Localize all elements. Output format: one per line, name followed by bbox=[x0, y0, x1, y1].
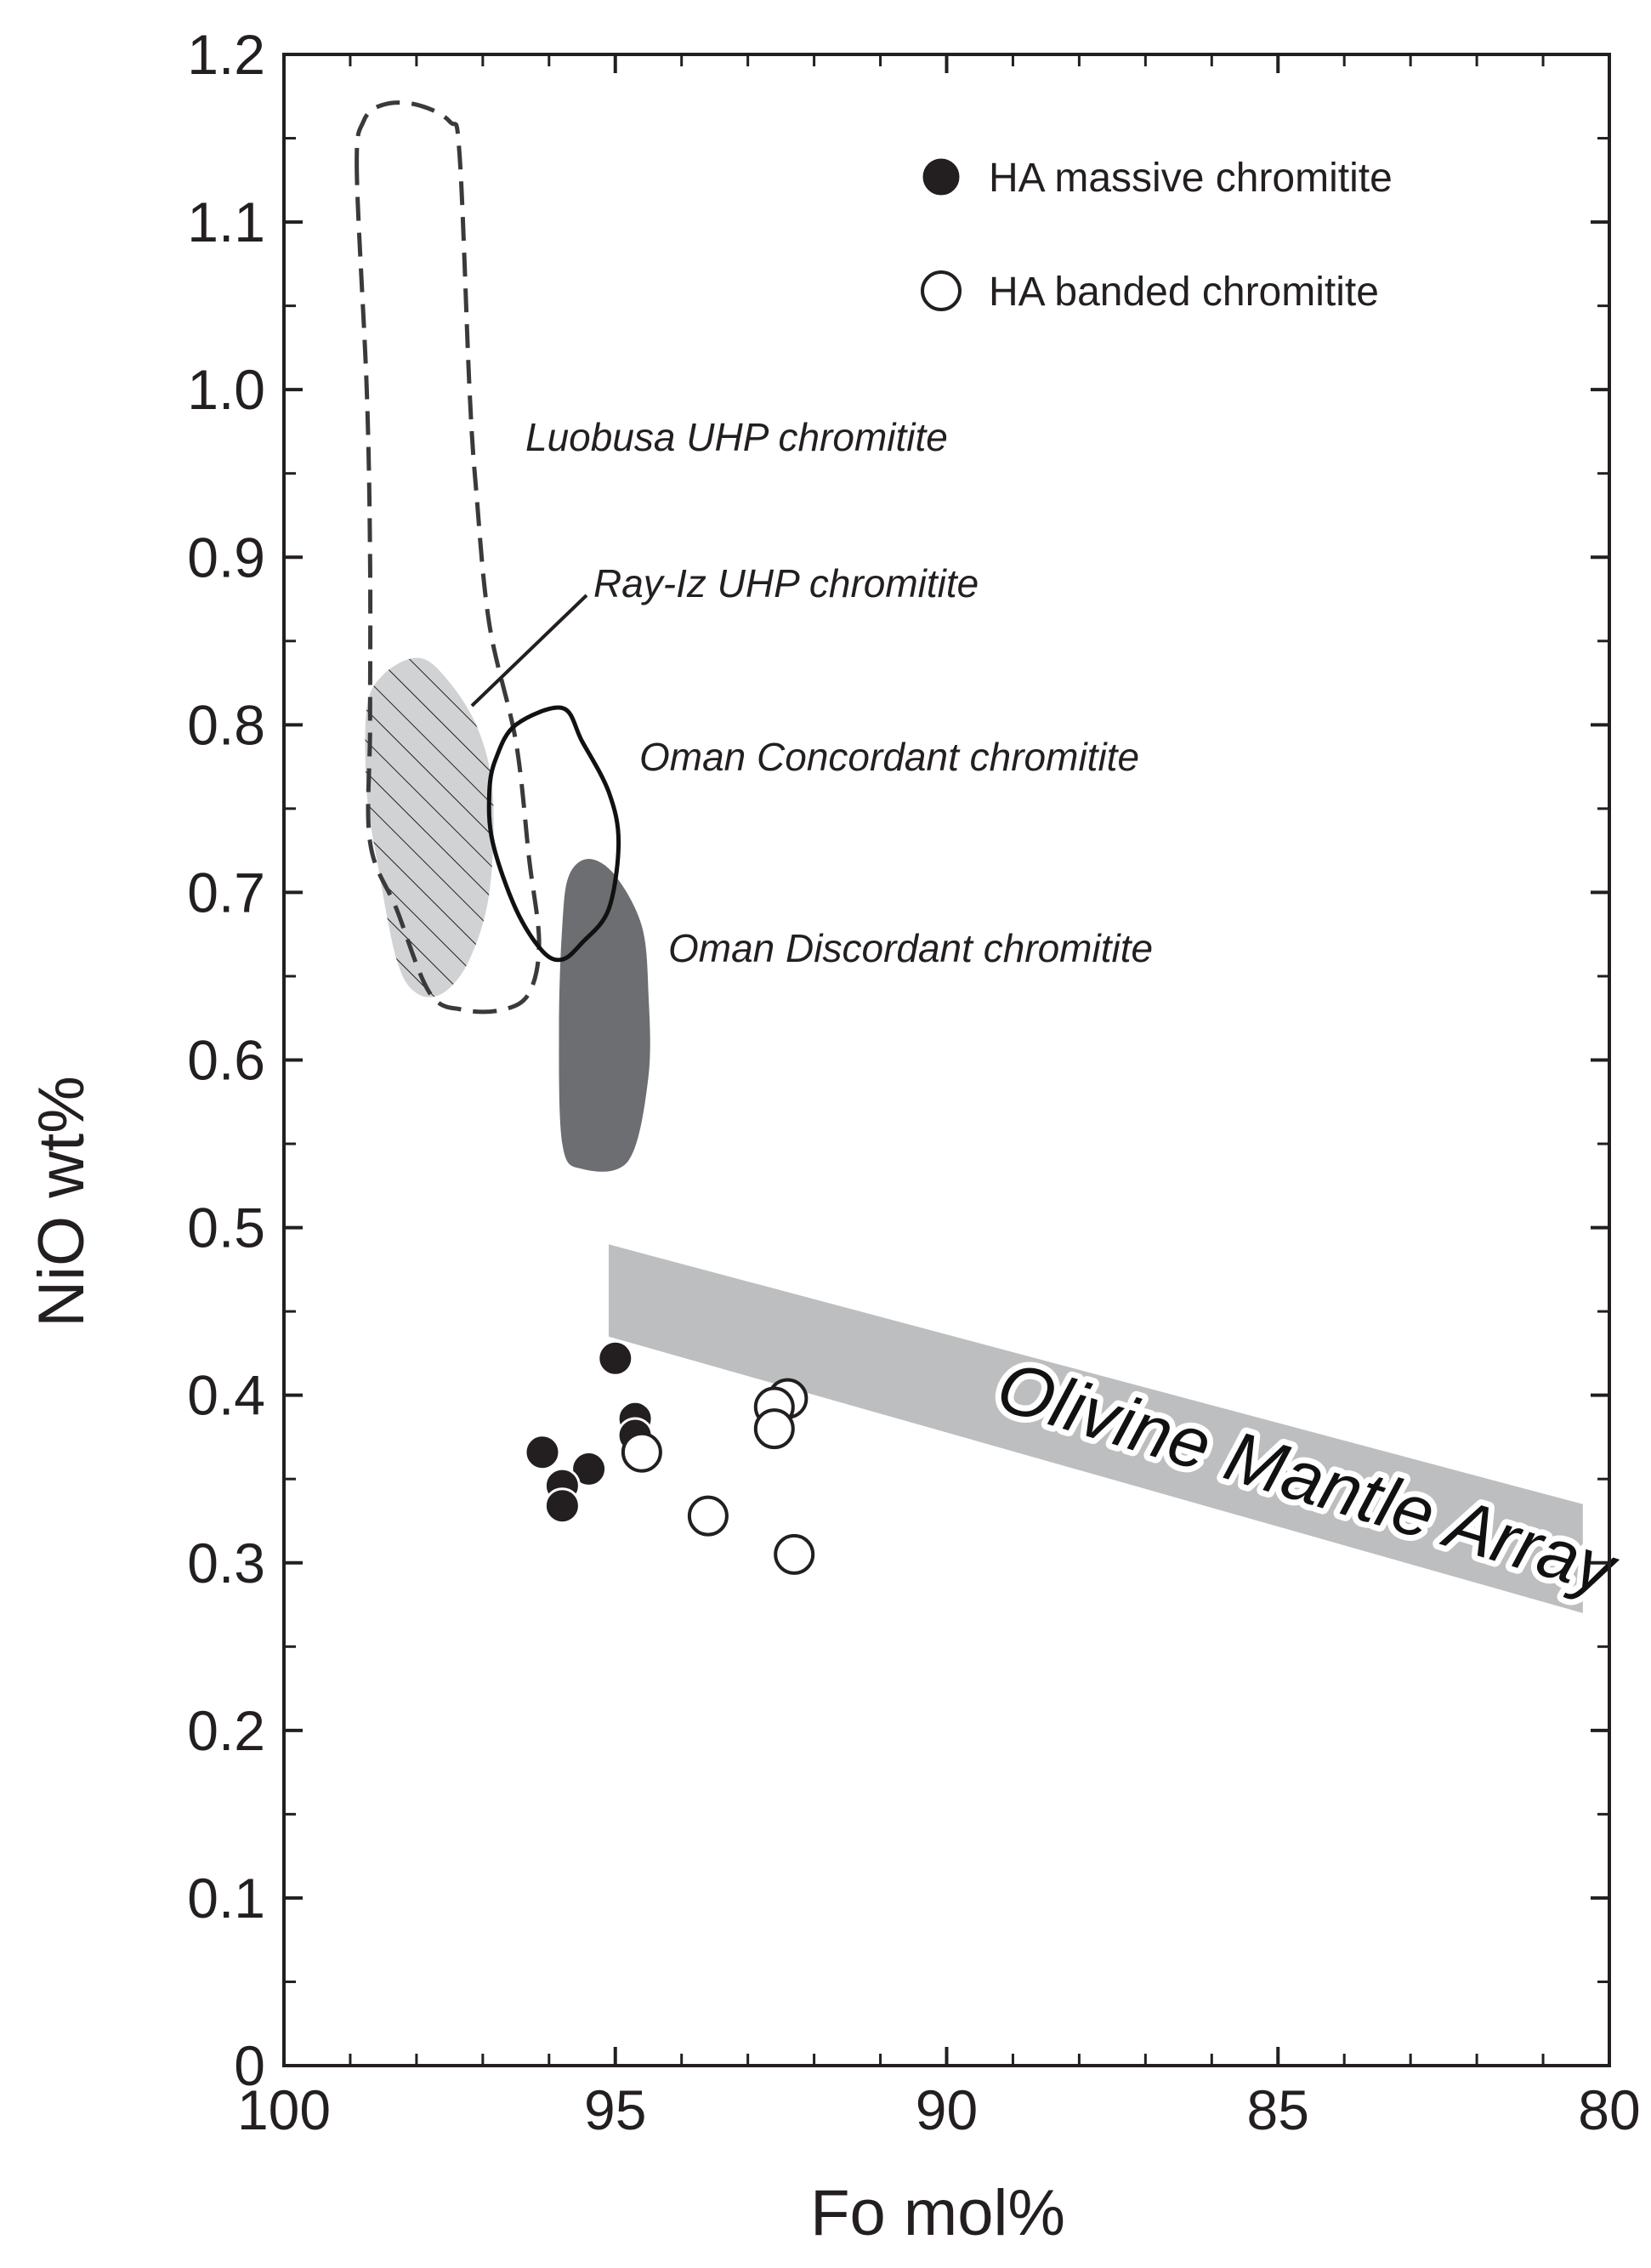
oman-concordant-field bbox=[486, 705, 621, 963]
luobusa-label: Luobusa UHP chromitite bbox=[525, 415, 948, 459]
y-axis-title: NiO wt% bbox=[26, 1076, 98, 1327]
plot-frame bbox=[282, 53, 1611, 2067]
y-tick-label: 0.3 bbox=[187, 1532, 265, 1594]
massive-point-3 bbox=[524, 1434, 561, 1471]
banded-point-4 bbox=[687, 1495, 729, 1537]
x-tick-label: 95 bbox=[584, 2078, 646, 2141]
legend-massive-marker bbox=[922, 158, 960, 196]
legend-banded-label: HA banded chromitite bbox=[989, 270, 1379, 315]
y-tick-label: 0.6 bbox=[187, 1029, 265, 1092]
rayiz-hatch bbox=[365, 657, 494, 998]
olivine-mantle-array-band bbox=[609, 1244, 1583, 1613]
x-tick-label: 80 bbox=[1578, 2078, 1640, 2141]
rayiz-label: Ray-Iz UHP chromitite bbox=[593, 561, 979, 605]
oman-discordant-field bbox=[559, 859, 650, 1172]
massive-point-4 bbox=[570, 1450, 608, 1487]
olivine-array-label: Olivine Mantle Array bbox=[989, 1345, 1628, 1611]
y-tick-label: 1.0 bbox=[187, 358, 265, 421]
luobusa-field bbox=[355, 100, 542, 1015]
massive-point-6 bbox=[543, 1487, 581, 1525]
x-axis-title: Fo mol% bbox=[810, 2177, 1065, 2249]
oman-concordant-label: Oman Concordant chromitite bbox=[639, 735, 1139, 779]
legend-banded-marker bbox=[921, 270, 962, 311]
legend: HA massive chromitite HA banded chromiti… bbox=[921, 156, 1393, 315]
y-tick-label: 1.1 bbox=[187, 190, 265, 253]
y-tick-label: 0.2 bbox=[187, 1699, 265, 1762]
banded-point-2 bbox=[753, 1408, 795, 1450]
y-tick-label: 0 bbox=[234, 2034, 265, 2097]
y-tick-label: 0.9 bbox=[187, 526, 265, 588]
y-tick-label: 1.2 bbox=[187, 23, 265, 86]
y-tick-label: 0.7 bbox=[187, 861, 265, 924]
legend-massive-label: HA massive chromitite bbox=[989, 156, 1393, 201]
y-tick-label: 0.1 bbox=[187, 1867, 265, 1930]
x-tick-label: 100 bbox=[237, 2078, 331, 2141]
banded-point-5 bbox=[774, 1533, 815, 1575]
y-tick-label: 0.4 bbox=[187, 1364, 265, 1427]
y-tick-label: 0.5 bbox=[187, 1197, 265, 1259]
oman-discordant-label: Oman Discordant chromitite bbox=[668, 926, 1153, 970]
banded-point-3 bbox=[621, 1431, 662, 1473]
x-tick-label: 90 bbox=[916, 2078, 978, 2141]
rayiz-pointer-line bbox=[470, 594, 588, 708]
y-tick-label: 0.8 bbox=[187, 693, 265, 756]
massive-point-0 bbox=[597, 1339, 634, 1377]
x-tick-label: 85 bbox=[1247, 2078, 1309, 2141]
